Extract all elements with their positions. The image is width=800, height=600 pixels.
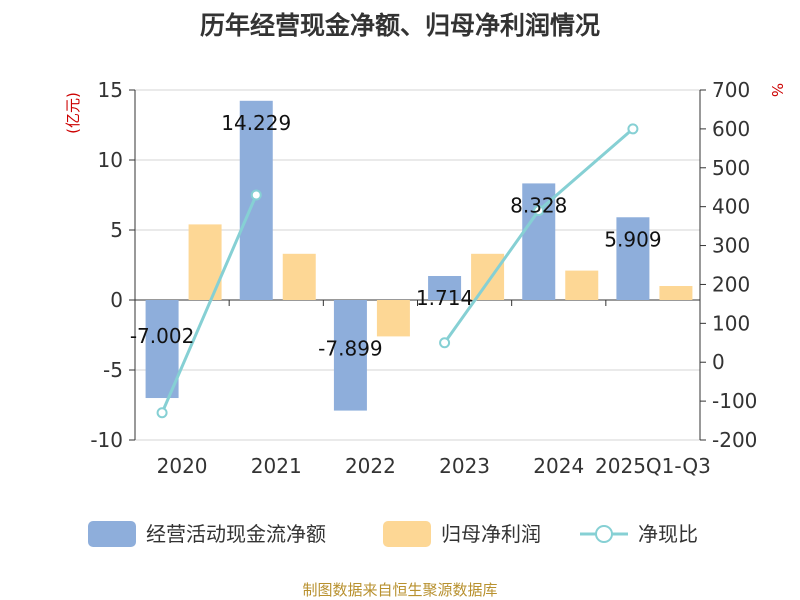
right-axis-tick-label: 600 (712, 117, 750, 141)
right-axis-tick-label: 700 (712, 78, 750, 102)
legend-ratio-marker (595, 525, 613, 543)
right-axis-tick-label: 200 (712, 272, 750, 296)
legend-cashflow-swatch (88, 521, 136, 547)
net-profit-bar (565, 270, 599, 300)
legend-label: 经营活动现金流净额 (146, 522, 326, 546)
left-axis-tick-label: -10 (90, 428, 123, 452)
bar-data-label: -7.002 (130, 324, 194, 348)
operating-cashflow-bar (428, 276, 462, 300)
net-cash-ratio-point (533, 205, 545, 217)
chart-title: 历年经营现金净额、归母净利润情况 (200, 11, 600, 40)
net-cash-ratio-point (156, 407, 168, 419)
legend-item[interactable]: 经营活动现金流净额 (88, 521, 326, 547)
right-axis-tick-label: 100 (712, 311, 750, 335)
net-profit-bar (376, 300, 410, 337)
category-label: 2020 (157, 454, 208, 478)
category-label: 2021 (251, 454, 302, 478)
operating-cashflow-bar (333, 300, 367, 411)
bar-data-label: 14.229 (221, 111, 291, 135)
net-profit-bar (282, 253, 316, 300)
right-axis-tick-label: -100 (712, 389, 757, 413)
legend-label: 净现比 (638, 522, 698, 546)
left-axis-tick-label: 15 (98, 78, 123, 102)
source-note: 制图数据来自恒生聚源数据库 (302, 581, 497, 599)
legend-net-profit-swatch (383, 521, 431, 547)
category-label: 2025Q1-Q3 (595, 454, 711, 478)
net-cash-ratio-point (439, 337, 451, 349)
bar-data-label: -7.899 (318, 337, 382, 361)
category-label: 2022 (345, 454, 396, 478)
bar-data-label: 5.909 (604, 227, 661, 251)
net-profit-bar (471, 253, 505, 300)
bar-data-label: 1.714 (416, 286, 473, 310)
right-axis-tick-label: 0 (712, 350, 725, 374)
left-axis-tick-label: 0 (110, 288, 123, 312)
legend-item[interactable]: 净现比 (580, 522, 698, 546)
operating-cashflow-bar (616, 217, 650, 300)
right-axis-tick-label: 500 (712, 156, 750, 180)
bar-data-label: 8.328 (510, 193, 567, 217)
legend-label: 归母净利润 (441, 522, 541, 546)
left-axis-tick-label: 10 (98, 148, 123, 172)
right-axis-unit: % (768, 83, 786, 97)
right-axis-tick-label: 400 (712, 195, 750, 219)
category-label: 2024 (533, 454, 584, 478)
net-cash-ratio-point (250, 189, 262, 201)
legend-item[interactable]: 归母净利润 (383, 521, 541, 547)
left-axis-unit: (亿元) (64, 92, 82, 134)
right-axis-tick-label: -200 (712, 428, 757, 452)
category-label: 2023 (439, 454, 490, 478)
right-axis-tick-label: 300 (712, 234, 750, 258)
net-cash-ratio-point (627, 123, 639, 135)
net-profit-bar (659, 286, 693, 300)
left-axis-tick-label: 5 (110, 218, 123, 242)
operating-cashflow-bar (145, 300, 179, 399)
left-axis-tick-label: -5 (103, 358, 123, 382)
